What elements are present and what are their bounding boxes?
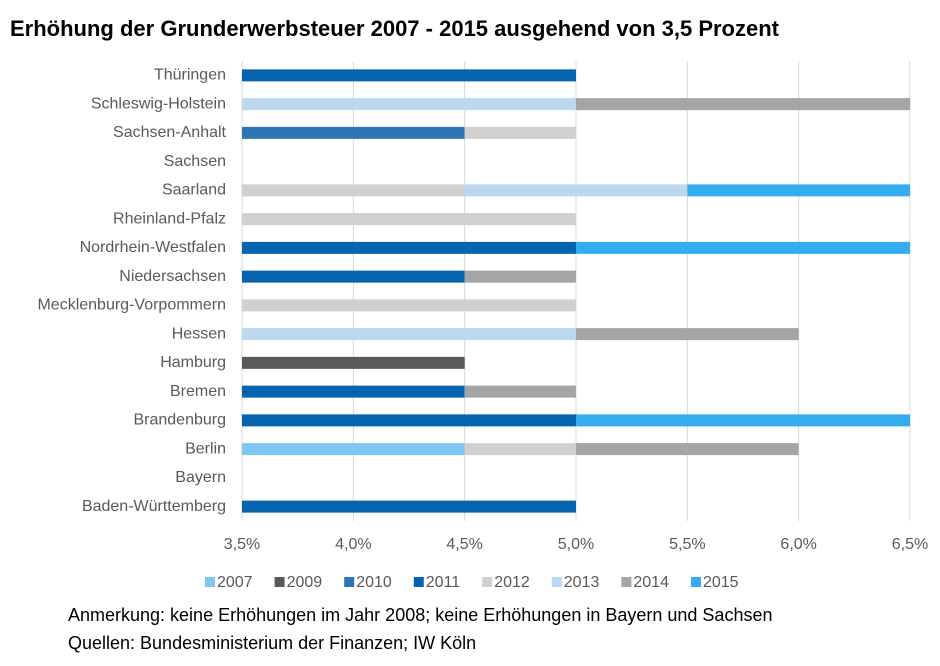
y-tick-label: Bremen (170, 383, 226, 400)
bar-segment (242, 356, 465, 369)
y-tick-label: Brandenburg (133, 412, 226, 429)
bar-segment (242, 443, 465, 456)
bar-segment (242, 98, 576, 111)
legend-label: 2010 (356, 574, 392, 591)
bar-segment (687, 184, 910, 197)
legend-swatch (482, 577, 493, 587)
note: Anmerkung: keine Erhöhungen im Jahr 2008… (68, 605, 772, 625)
bar-segment (242, 385, 465, 398)
x-tick-label: 4,0% (335, 536, 371, 553)
legend-label: 2015 (703, 574, 739, 591)
bar-segment (242, 241, 576, 254)
y-tick-label: Bayern (175, 469, 226, 486)
y-tick-label: Thüringen (154, 67, 226, 84)
legend-label: 2012 (494, 574, 530, 591)
bar-segment (242, 500, 576, 513)
y-tick-label: Schleswig-Holstein (91, 95, 226, 112)
legend-swatch (205, 577, 215, 587)
x-tick-label: 3,5% (224, 536, 260, 553)
y-tick-label: Niedersachsen (119, 268, 226, 285)
y-tick-label: Nordrhein-Westfalen (80, 239, 226, 256)
y-tick-label: Sachsen-Anhalt (113, 124, 227, 141)
legend-swatch (551, 577, 562, 587)
x-tick-label: 4,5% (446, 536, 482, 553)
legend-label: 2014 (633, 574, 669, 591)
x-tick-label: 5,5% (669, 536, 705, 553)
y-tick-label: Hessen (172, 325, 226, 342)
bar-segment (242, 270, 465, 283)
y-tick-label: Saarland (162, 182, 226, 199)
bar-segment (242, 213, 576, 226)
bar-segment (576, 443, 799, 456)
x-tick-label: 5,0% (558, 536, 594, 553)
bar-segment (242, 69, 576, 82)
y-tick-label: Berlin (185, 440, 226, 457)
y-tick-label: Baden-Württemberg (82, 498, 226, 515)
y-tick-label: Mecklenburg-Vorpommern (37, 297, 226, 314)
bar-segment (242, 414, 576, 427)
bar-segment (576, 328, 799, 341)
bar-segment (576, 241, 910, 254)
bar-segment (464, 270, 576, 283)
note: Quellen: Bundesministerium der Finanzen;… (68, 633, 476, 653)
bar-segment (464, 385, 576, 398)
bar-segment (242, 126, 465, 139)
legend-label: 2011 (426, 574, 461, 591)
bar-segment (242, 328, 576, 341)
legend-swatch (621, 577, 632, 587)
x-tick-label: 6,5% (892, 536, 928, 553)
legend-label: 2013 (564, 574, 600, 591)
legend-swatch (274, 577, 285, 587)
y-tick-label: Rheinland-Pfalz (113, 210, 226, 227)
bar-segment (576, 98, 910, 111)
x-tick-label: 6,0% (780, 536, 816, 553)
bar-segment (464, 126, 576, 139)
legend-swatch (690, 577, 701, 587)
y-tick-label: Sachsen (164, 153, 226, 170)
legend-label: 2007 (217, 574, 253, 591)
bar-segment (242, 184, 465, 197)
bar-segment (464, 184, 688, 197)
legend-label: 2009 (287, 574, 323, 591)
chart-title: Erhöhung der Grunderwerbsteuer 2007 - 20… (10, 16, 780, 41)
bar-segment (464, 443, 576, 456)
legend-swatch (413, 577, 424, 587)
bar-segment (576, 414, 910, 427)
legend-swatch (344, 577, 355, 587)
y-tick-label: Hamburg (160, 354, 226, 371)
bar-segment (242, 299, 576, 312)
